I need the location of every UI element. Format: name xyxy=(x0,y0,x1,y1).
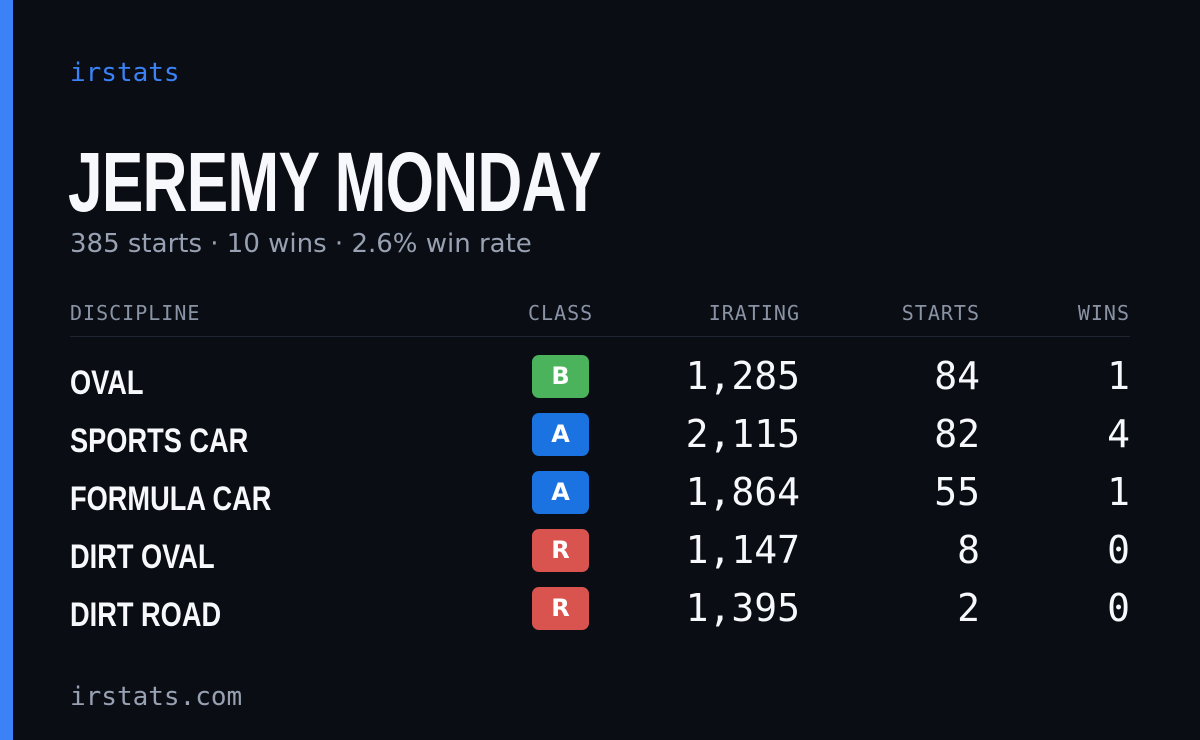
license-class-badge: R xyxy=(532,529,589,572)
footer-site-link[interactable]: irstats.com xyxy=(70,682,243,712)
wins-value: 1 xyxy=(1107,354,1130,398)
discipline-name: DIRT OVAL xyxy=(70,538,215,576)
irating-value: 1,285 xyxy=(685,354,800,398)
table-body: OVAL B 1,285 84 1 SPORTS CAR A 2,115 82 … xyxy=(70,353,1130,643)
accent-bar xyxy=(0,0,13,740)
header-class: CLASS xyxy=(528,301,594,325)
table-header-row: DISCIPLINE CLASS IRATING STARTS WINS xyxy=(70,296,1130,337)
header-irating: IRATING xyxy=(708,301,800,325)
irating-value: 1,395 xyxy=(685,586,800,630)
player-name: JEREMY MONDAY xyxy=(68,135,601,229)
license-class-badge: B xyxy=(532,355,589,398)
player-summary: 385 starts · 10 wins · 2.6% win rate xyxy=(70,229,532,259)
table-row: OVAL B 1,285 84 1 xyxy=(70,353,1130,411)
license-class-badge: A xyxy=(532,471,589,514)
table-row: SPORTS CAR A 2,115 82 4 xyxy=(70,411,1130,469)
table-row: DIRT OVAL R 1,147 8 0 xyxy=(70,527,1130,585)
starts-value: 82 xyxy=(934,412,980,456)
starts-value: 55 xyxy=(934,470,980,514)
header-starts: STARTS xyxy=(901,301,980,325)
table-row: DIRT ROAD R 1,395 2 0 xyxy=(70,585,1130,643)
table-row: FORMULA CAR A 1,864 55 1 xyxy=(70,469,1130,527)
wins-value: 4 xyxy=(1107,412,1130,456)
license-class-badge: R xyxy=(532,587,589,630)
discipline-name: OVAL xyxy=(70,364,144,402)
starts-value: 84 xyxy=(934,354,980,398)
brand-logo-text[interactable]: irstats xyxy=(70,58,180,88)
wins-value: 0 xyxy=(1107,586,1130,630)
license-class-badge: A xyxy=(532,413,589,456)
irating-value: 1,147 xyxy=(685,528,800,572)
discipline-name: FORMULA CAR xyxy=(70,480,272,518)
header-discipline: DISCIPLINE xyxy=(70,301,201,325)
irating-value: 2,115 xyxy=(685,412,800,456)
irating-value: 1,864 xyxy=(685,470,800,514)
wins-value: 0 xyxy=(1107,528,1130,572)
starts-value: 8 xyxy=(957,528,980,572)
discipline-stats-table: DISCIPLINE CLASS IRATING STARTS WINS OVA… xyxy=(70,296,1130,643)
discipline-name: DIRT ROAD xyxy=(70,596,222,634)
wins-value: 1 xyxy=(1107,470,1130,514)
discipline-name: SPORTS CAR xyxy=(70,422,249,460)
starts-value: 2 xyxy=(957,586,980,630)
header-wins: WINS xyxy=(1077,301,1130,325)
